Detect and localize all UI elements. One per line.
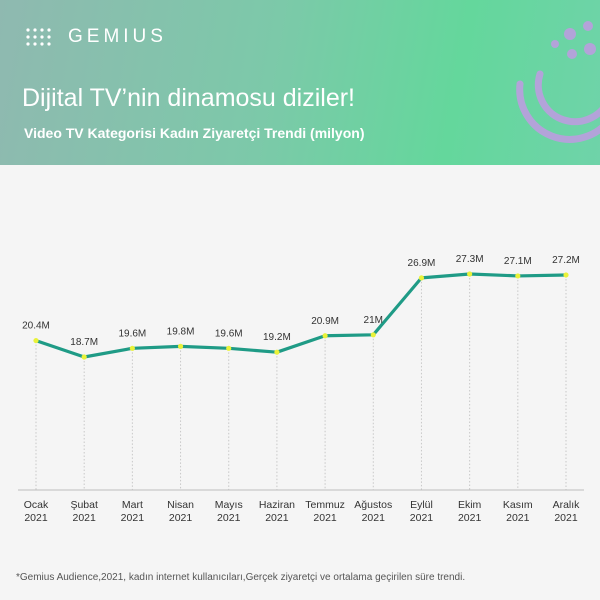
decorative-swirl-icon [516,21,600,143]
x-tick-label: Mayıs 2021 [215,499,243,524]
x-tick-label: Mart 2021 [121,499,145,524]
data-label: 19.2M [263,332,291,343]
x-tick-label: Ağustos 2021 [354,499,392,524]
data-label: 26.9M [408,258,436,269]
series-line [34,272,568,359]
data-point [563,272,569,278]
data-point [129,345,135,351]
data-label: 19.8M [167,326,195,337]
data-point [81,354,87,360]
dot-grid-icon [26,28,51,46]
x-tick-label: Şubat 2021 [70,499,98,524]
x-tick-label: Haziran 2021 [259,499,295,524]
data-label: 20.4M [22,321,50,332]
data-label: 27.2M [552,255,580,266]
x-tick-label: Ocak 2021 [24,499,49,524]
data-point [467,271,473,277]
data-label: 19.6M [215,328,243,339]
x-tick-label: Ekim 2021 [458,499,482,524]
data-point [177,343,184,349]
chart-subtitle: Video TV Kategorisi Kadın Ziyaretçi Tren… [24,125,365,141]
data-point [370,332,376,338]
data-point [274,349,280,355]
data-label: 19.6M [118,328,146,339]
brand-logo: GEMIUS [26,26,167,48]
x-tick-label: Nisan 2021 [167,499,194,524]
data-label: 27.3M [456,254,484,265]
header-banner: GEMIUS Dijital TV’nin dinamosu diziler! … [0,0,600,165]
data-label: 18.7M [70,337,98,348]
line-chart: 20.4M 18.7M 19.6M 19.8M 19.6M 19.2M 20.9M 21M 26… [18,254,584,524]
data-label: 21M [364,315,383,326]
footnote: *Gemius Audience,2021, kadın internet ku… [16,572,466,583]
data-point [226,345,232,351]
data-point [418,275,425,281]
data-point [33,337,39,344]
page-headline: Dijital TV’nin dinamosu diziler! [22,84,356,112]
x-tick-label: Temmuz 2021 [305,499,345,524]
data-label: 27.1M [504,256,532,267]
data-point [515,273,521,279]
x-tick-label: Eylül 2021 [410,499,434,524]
data-label: 20.9M [311,316,339,327]
x-tick-label: Aralık 2021 [553,499,581,524]
x-tick-label: Kasım 2021 [503,499,533,524]
data-point [322,333,328,339]
brand-name: GEMIUS [68,26,167,47]
chart-area: 20.4M 18.7M 19.6M 19.8M 19.6M 19.2M 20.9M 21M 26… [0,165,600,600]
